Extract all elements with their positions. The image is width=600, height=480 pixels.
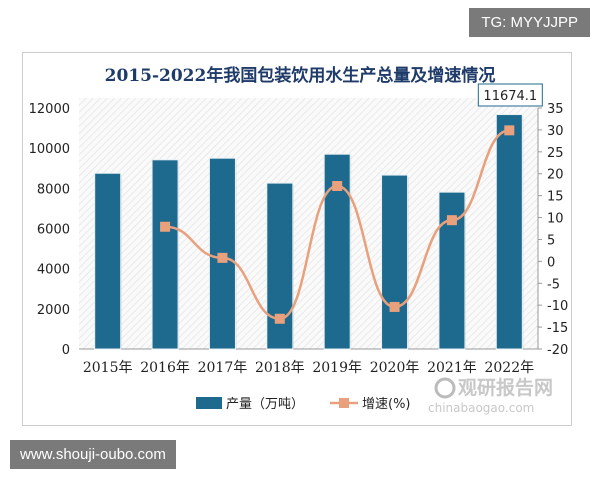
bar [94,172,122,350]
logo-cn: 观研报告网 [458,376,553,399]
x-tick: 2020年 [370,360,420,376]
plot-area [79,98,538,349]
x-tick: 2017年 [198,360,248,376]
y-right-tick: -10 [547,299,568,314]
x-tick: 2016年 [140,360,190,376]
annotation-label: 11674.1 [483,89,537,104]
growth-point [274,313,285,324]
legend-line-marker [339,398,349,408]
y-right-tick: 10 [547,212,564,227]
y-right-tick: -20 [547,343,568,358]
watermark-top: TG: MYYJJPP [469,8,590,37]
y-right-tick: 5 [547,233,555,248]
y-left-tick: 2000 [37,303,70,318]
legend-bar-swatch [196,397,222,409]
watermark-bottom: www.shouji-oubo.com [10,440,176,469]
growth-point [504,125,515,136]
growth-point [160,221,171,232]
x-tick: 2019年 [312,360,362,376]
y-right-tick: -15 [547,321,568,336]
y-right-tick: 35 [547,102,564,117]
annotation-box [477,83,543,107]
y-left-tick: 12000 [29,102,70,117]
y-right-tick: 15 [547,190,564,205]
growth-point [217,252,228,263]
legend-bar-label: 产量（万吨） [226,397,304,412]
logo-icon [434,377,456,399]
growth-point [332,180,343,191]
legend-line-label: 增速(%) [362,397,411,412]
chart-title: 2015-2022年我国包装饮用水生产总量及增速情况 [105,65,496,86]
y-left-tick: 0 [62,343,70,358]
x-tick: 2018年 [255,360,305,376]
growth-point [446,215,457,226]
y-left-tick: 8000 [37,182,70,197]
y-right-tick: 20 [547,168,564,183]
y-left-tick: 10000 [29,142,70,157]
y-left-tick: 6000 [37,223,70,238]
bar [151,159,179,350]
bar [495,114,523,350]
bar [266,182,294,350]
logo-en: chinabaogao.com [428,401,534,415]
y-right-tick: -5 [547,277,560,292]
y-right-tick: 0 [547,255,555,270]
bar [381,174,409,350]
x-tick: 2015年 [83,360,133,376]
x-tick: 2022年 [484,360,534,376]
x-tick: 2021年 [427,360,477,376]
y-left-tick: 4000 [37,263,70,278]
y-right-tick: 30 [547,124,564,139]
y-right-tick: 25 [547,146,564,161]
growth-point [389,301,400,312]
